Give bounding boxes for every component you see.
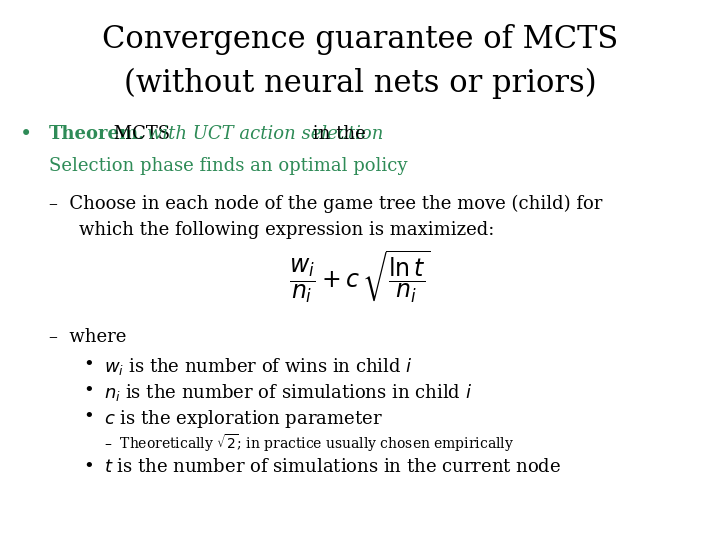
Text: which the following expression is maximized:: which the following expression is maximi… xyxy=(79,221,495,239)
Text: •: • xyxy=(83,356,94,374)
Text: $w_i$ is the number of wins in child $i$: $w_i$ is the number of wins in child $i$ xyxy=(104,356,413,377)
Text: •: • xyxy=(83,458,94,476)
Text: $t$ is the number of simulations in the current node: $t$ is the number of simulations in the … xyxy=(104,458,562,476)
Text: –  Choose in each node of the game tree the move (child) for: – Choose in each node of the game tree t… xyxy=(49,194,603,213)
Text: –  where: – where xyxy=(49,328,126,346)
Text: •: • xyxy=(83,382,94,400)
Text: with UCT action selection: with UCT action selection xyxy=(147,125,383,143)
Text: in the: in the xyxy=(307,125,366,143)
Text: MCTS: MCTS xyxy=(108,125,176,143)
Text: $c$ is the exploration parameter: $c$ is the exploration parameter xyxy=(104,408,383,430)
Text: –  Theoretically $\sqrt{2}$; in practice usually chosen empirically: – Theoretically $\sqrt{2}$; in practice … xyxy=(104,432,515,454)
Text: Selection phase finds an optimal policy: Selection phase finds an optimal policy xyxy=(49,157,408,174)
Text: $\dfrac{w_i}{n_i} + c\,\sqrt{\dfrac{\ln t}{n_i}}$: $\dfrac{w_i}{n_i} + c\,\sqrt{\dfrac{\ln … xyxy=(289,248,431,305)
Text: (without neural nets or priors): (without neural nets or priors) xyxy=(124,68,596,99)
Text: Convergence guarantee of MCTS: Convergence guarantee of MCTS xyxy=(102,24,618,55)
Text: $n_i$ is the number of simulations in child $i$: $n_i$ is the number of simulations in ch… xyxy=(104,382,472,403)
Text: •: • xyxy=(83,408,94,426)
Text: Theorem.: Theorem. xyxy=(49,125,145,143)
Text: •: • xyxy=(20,125,32,144)
